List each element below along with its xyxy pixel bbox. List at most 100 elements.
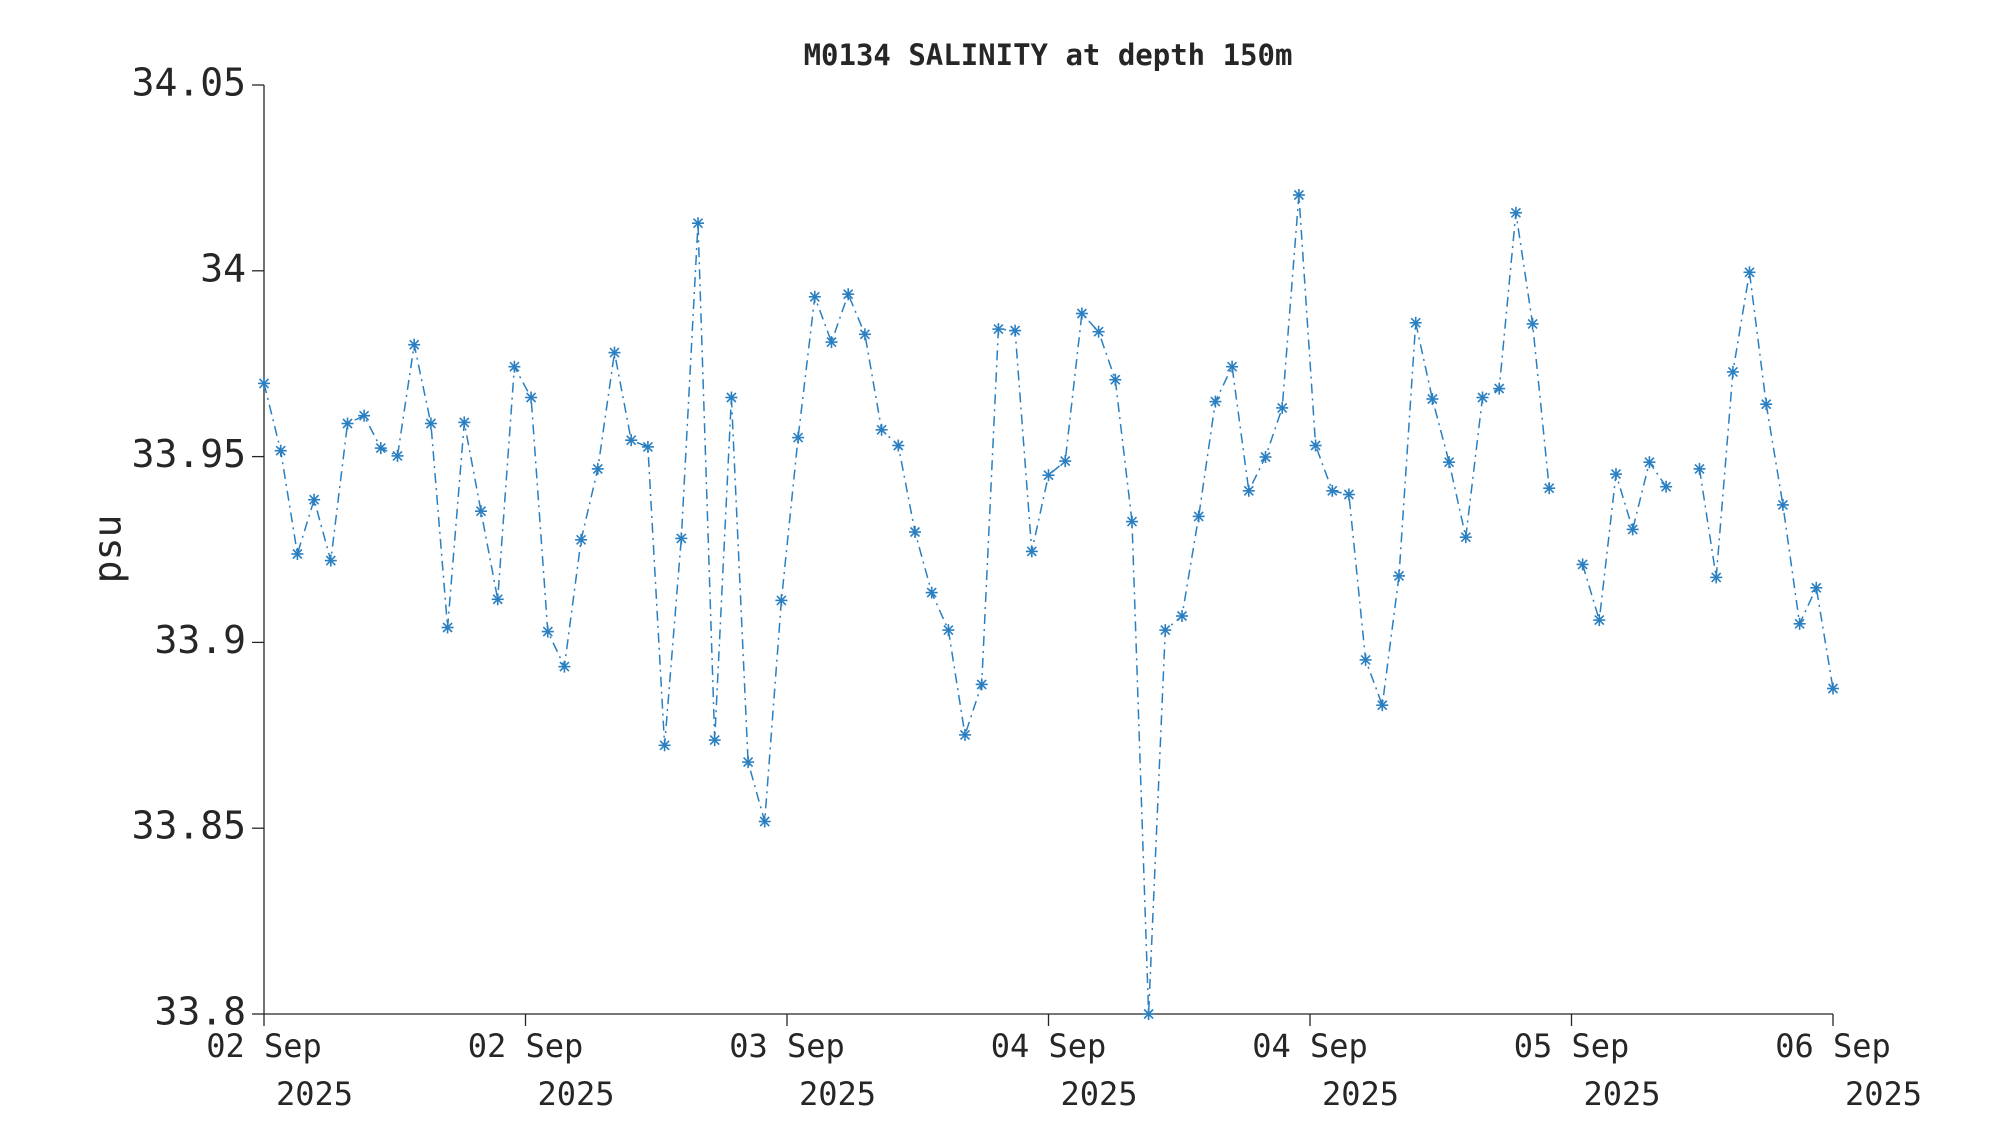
marker-stroke	[1460, 532, 1471, 543]
marker	[1643, 456, 1656, 469]
marker-stroke	[1310, 440, 1321, 451]
marker	[541, 625, 554, 638]
marker	[658, 739, 671, 752]
marker-stroke	[642, 441, 653, 452]
marker-stroke	[943, 625, 954, 636]
marker-stroke	[1360, 654, 1371, 665]
marker	[291, 548, 304, 560]
marker-stroke	[1494, 383, 1505, 394]
marker-stroke	[1160, 625, 1171, 636]
marker-stroke	[1227, 361, 1238, 372]
marker	[1309, 439, 1322, 452]
marker	[1409, 316, 1422, 329]
marker-stroke	[526, 392, 537, 403]
y-tick-label: 33.85	[132, 804, 246, 848]
marker	[1593, 614, 1606, 627]
marker	[692, 217, 704, 230]
marker-stroke	[793, 432, 804, 443]
marker-stroke	[1527, 318, 1538, 329]
y-tick-label: 33.95	[132, 432, 246, 476]
x-tick-label: 04 Sep	[991, 1027, 1107, 1065]
marker-stroke	[1727, 366, 1738, 377]
marker	[1092, 325, 1105, 338]
marker	[1393, 569, 1405, 582]
marker	[842, 288, 855, 301]
x-tick-label: 03 Sep	[729, 1027, 845, 1065]
marker	[1443, 456, 1456, 469]
marker-stroke	[442, 622, 453, 633]
marker-stroke	[1811, 582, 1822, 593]
marker	[942, 624, 955, 637]
marker-stroke	[592, 463, 603, 474]
marker	[1710, 571, 1723, 584]
marker	[575, 533, 588, 546]
marker-stroke	[1744, 267, 1755, 278]
marker	[858, 328, 871, 341]
marker	[1126, 515, 1138, 528]
marker	[525, 391, 538, 404]
chart-title: M0134 SALINITY at depth 150m	[804, 38, 1293, 72]
marker	[1543, 482, 1556, 495]
marker-stroke	[809, 291, 820, 302]
marker	[1025, 545, 1038, 558]
marker	[491, 593, 504, 606]
marker	[458, 416, 471, 429]
y-axis-label: psu	[86, 515, 130, 584]
marker	[374, 442, 387, 455]
marker-stroke	[659, 740, 670, 751]
marker-stroke	[475, 506, 487, 517]
x-tick-label: 2025	[1845, 1075, 1922, 1113]
marker-stroke	[1627, 524, 1638, 535]
marker	[475, 505, 487, 518]
marker-stroke	[1761, 399, 1772, 410]
marker-stroke	[692, 218, 704, 229]
marker	[1059, 455, 1072, 468]
marker-stroke	[1110, 374, 1121, 385]
marker-stroke	[993, 324, 1004, 335]
marker-stroke	[1343, 489, 1354, 500]
marker	[608, 346, 621, 359]
marker	[1810, 581, 1823, 594]
marker	[892, 439, 905, 452]
marker-stroke	[1777, 499, 1788, 510]
marker	[758, 815, 771, 828]
marker-stroke	[275, 445, 286, 456]
marker-stroke	[1827, 683, 1839, 694]
marker-stroke	[1427, 393, 1438, 405]
marker	[1209, 395, 1222, 408]
marker	[792, 431, 805, 444]
marker	[1259, 451, 1272, 463]
x-tick-label: 02 Sep	[206, 1027, 322, 1065]
x-tick-label: 2025	[538, 1075, 615, 1113]
marker	[1776, 498, 1789, 511]
marker-stroke	[1661, 481, 1672, 492]
marker	[959, 728, 971, 741]
marker-stroke	[359, 410, 370, 421]
marker	[1009, 324, 1022, 337]
marker	[1660, 480, 1673, 493]
marker-stroke	[959, 729, 971, 740]
marker-stroke	[325, 555, 336, 566]
marker-stroke	[1694, 463, 1705, 474]
marker	[1743, 266, 1756, 279]
y-tick-label: 34.05	[132, 61, 246, 105]
marker-stroke	[1393, 570, 1405, 581]
marker-stroke	[292, 548, 303, 560]
marker	[1509, 206, 1522, 219]
x-tick-label: 02 Sep	[468, 1027, 584, 1065]
marker-stroke	[1193, 511, 1204, 522]
marker	[1042, 469, 1055, 482]
marker-stroke	[1477, 392, 1488, 403]
marker-stroke	[409, 339, 420, 350]
series-line	[263, 194, 1834, 1015]
y-tick-label: 33.9	[154, 618, 246, 662]
marker	[725, 391, 738, 404]
marker-stroke	[1510, 207, 1521, 218]
marker-stroke	[776, 595, 787, 606]
marker-stroke	[1026, 546, 1037, 557]
marker-stroke	[375, 443, 386, 454]
x-tick-label: 06 Sep	[1775, 1027, 1891, 1065]
marker	[1827, 682, 1839, 695]
marker	[1459, 531, 1472, 544]
